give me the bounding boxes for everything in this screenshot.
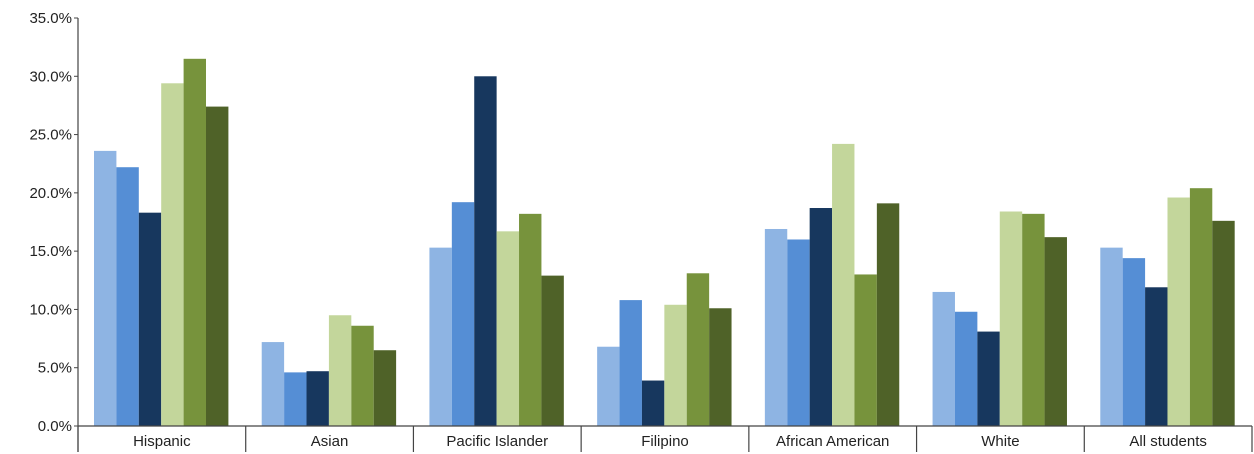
bar	[787, 239, 810, 426]
category-label: African American	[776, 433, 889, 450]
category-label: White	[981, 433, 1019, 450]
bar	[373, 350, 397, 426]
bar	[328, 315, 352, 426]
category-label: Filipino	[641, 433, 689, 450]
bar	[451, 202, 475, 426]
bar	[597, 346, 620, 426]
y-tick-label: 15.0%	[29, 243, 72, 260]
bar	[206, 106, 229, 426]
bar	[519, 213, 542, 426]
bar	[1044, 237, 1067, 426]
bars-group	[94, 58, 1235, 427]
bar	[709, 308, 732, 426]
bar	[351, 325, 374, 426]
bar	[541, 275, 564, 426]
bar	[832, 143, 855, 426]
bar	[496, 231, 520, 426]
bar	[1122, 258, 1146, 426]
bar	[764, 228, 788, 426]
bar	[809, 208, 833, 426]
category-label: Pacific Islander	[446, 433, 548, 450]
y-axis-ticks: 0.0% 5.0% 10.0% 15.0% 20.0% 25.0% 30.0% 35.0%	[29, 10, 72, 435]
bar	[94, 150, 117, 427]
bar	[284, 372, 307, 426]
bar	[261, 342, 285, 426]
bar	[876, 203, 900, 426]
bar	[474, 76, 497, 427]
bar	[306, 371, 329, 426]
y-tick-label: 35.0%	[29, 10, 72, 27]
bar	[664, 304, 687, 426]
bar	[999, 211, 1023, 426]
bar	[954, 311, 978, 426]
bar	[429, 247, 452, 426]
y-tick-label: 0.0%	[38, 418, 72, 435]
bar	[977, 331, 1000, 426]
bar	[1189, 188, 1213, 426]
y-tick-label: 20.0%	[29, 185, 72, 202]
y-tick-label: 10.0%	[29, 301, 72, 318]
axes	[74, 17, 1253, 452]
y-tick-label: 5.0%	[38, 360, 72, 377]
category-label: All students	[1129, 433, 1207, 450]
y-tick-label: 30.0%	[29, 68, 72, 85]
bar	[183, 58, 206, 427]
bar	[1212, 220, 1235, 426]
bar	[619, 300, 642, 426]
bar	[116, 167, 139, 426]
bar	[686, 273, 710, 426]
category-labels: Hispanic Asian Pacific Islander Filipino Afr…	[133, 433, 1207, 450]
bar	[932, 291, 955, 426]
y-tick-label: 25.0%	[29, 127, 72, 144]
bar	[161, 83, 184, 426]
category-label: Hispanic	[133, 433, 191, 450]
category-label: Asian	[311, 433, 349, 450]
bar	[138, 212, 162, 426]
bar	[641, 380, 665, 426]
bar	[1022, 213, 1045, 426]
bar	[854, 274, 877, 426]
bar	[1100, 247, 1123, 426]
bar	[1145, 287, 1168, 426]
bar	[1167, 197, 1190, 426]
